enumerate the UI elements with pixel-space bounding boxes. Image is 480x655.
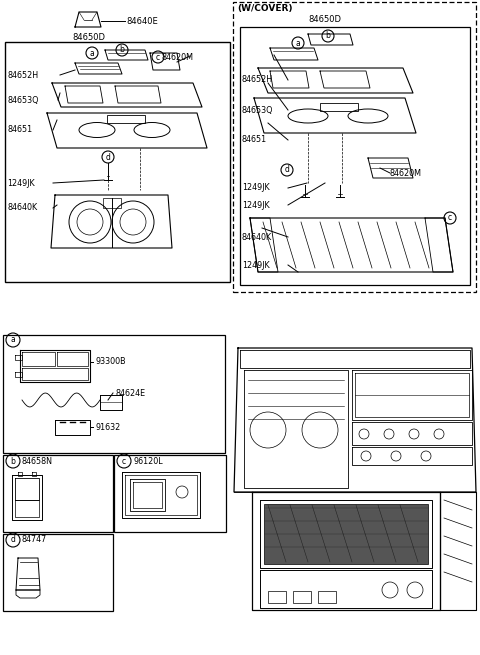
Bar bbox=[5, 42, 230, 282]
Bar bbox=[264, 504, 428, 564]
Text: a: a bbox=[90, 48, 95, 58]
Bar bbox=[240, 27, 470, 285]
Bar bbox=[3, 335, 225, 453]
Bar bbox=[103, 198, 121, 208]
Text: b: b bbox=[120, 45, 124, 54]
Text: 84652H: 84652H bbox=[242, 75, 273, 84]
Text: 84658N: 84658N bbox=[22, 457, 53, 466]
Bar bbox=[318, 591, 336, 603]
Bar bbox=[3, 534, 113, 611]
Bar bbox=[3, 455, 113, 532]
Text: 84651: 84651 bbox=[7, 126, 32, 134]
Text: 1249JK: 1249JK bbox=[242, 261, 270, 269]
Text: d: d bbox=[106, 153, 110, 162]
Text: 84650D: 84650D bbox=[72, 33, 105, 41]
Text: a: a bbox=[296, 39, 300, 48]
Text: 1249JK: 1249JK bbox=[7, 179, 35, 187]
Text: 93300B: 93300B bbox=[95, 358, 126, 367]
Text: 84640E: 84640E bbox=[126, 16, 158, 26]
Text: 84620M: 84620M bbox=[162, 52, 194, 62]
Text: a: a bbox=[11, 335, 15, 345]
Bar bbox=[233, 2, 476, 292]
Text: 84640K: 84640K bbox=[7, 204, 37, 212]
Bar bbox=[293, 591, 311, 603]
Text: d: d bbox=[285, 166, 289, 174]
Text: b: b bbox=[325, 31, 330, 41]
Text: 84640K: 84640K bbox=[242, 233, 272, 242]
Text: d: d bbox=[11, 536, 15, 544]
Text: 84652H: 84652H bbox=[7, 71, 38, 79]
Text: b: b bbox=[11, 457, 15, 466]
Text: 84624E: 84624E bbox=[115, 388, 145, 398]
Text: 84651: 84651 bbox=[242, 136, 267, 145]
Text: 96120L: 96120L bbox=[133, 457, 163, 466]
Text: 84620M: 84620M bbox=[390, 168, 422, 178]
Bar bbox=[107, 115, 145, 123]
Text: 1249JK: 1249JK bbox=[242, 183, 270, 193]
Bar bbox=[320, 103, 358, 111]
Text: (W/COVER): (W/COVER) bbox=[237, 3, 292, 12]
Text: 84650D: 84650D bbox=[308, 16, 341, 24]
Bar bbox=[268, 591, 286, 603]
Text: 91632: 91632 bbox=[95, 422, 120, 432]
Text: c: c bbox=[448, 214, 452, 223]
Text: 84747: 84747 bbox=[22, 536, 47, 544]
Bar bbox=[114, 455, 226, 532]
Text: 84653Q: 84653Q bbox=[7, 96, 38, 105]
Text: 1249JK: 1249JK bbox=[242, 200, 270, 210]
Text: c: c bbox=[156, 52, 160, 62]
Text: c: c bbox=[122, 457, 126, 466]
Text: 84653Q: 84653Q bbox=[242, 105, 274, 115]
